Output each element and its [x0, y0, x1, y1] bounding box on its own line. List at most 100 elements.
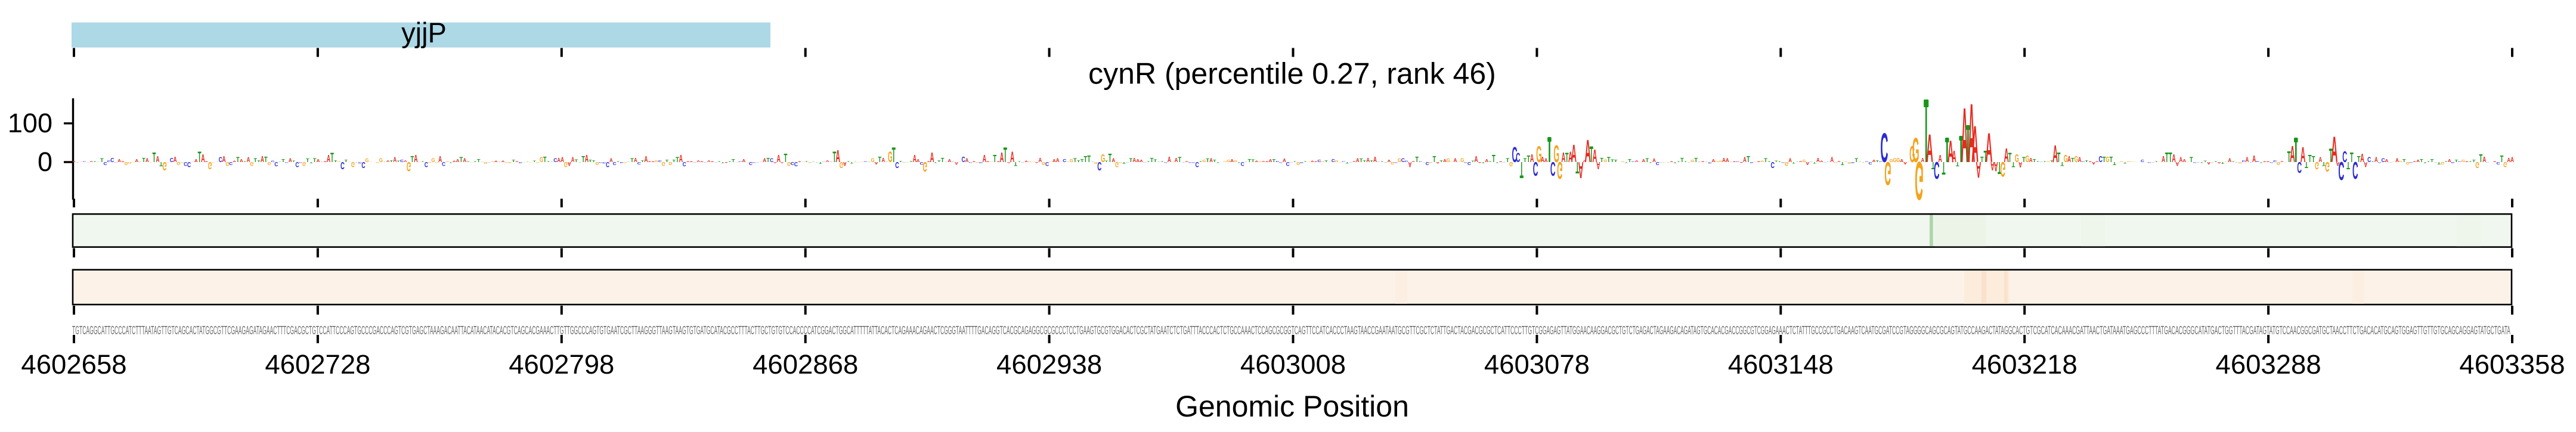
svg-text:4603288: 4603288 [2216, 349, 2321, 380]
svg-text:T: T [383, 161, 386, 162]
svg-text:T: T [941, 157, 945, 164]
svg-text:A: A [2280, 161, 2284, 162]
svg-text:A: A [2182, 158, 2186, 163]
svg-text:T: T [1293, 161, 1297, 162]
svg-text:A: A [1450, 161, 1454, 162]
svg-text:C: C [1241, 161, 1244, 167]
svg-text:T: T [1795, 162, 1799, 163]
svg-text:A: A [135, 158, 138, 163]
svg-text:4602658: 4602658 [21, 349, 126, 380]
svg-text:T: T [1854, 157, 1858, 163]
svg-text:A: A [417, 161, 421, 162]
svg-text:T: T [1004, 144, 1007, 167]
svg-text:A: A [1788, 157, 1792, 163]
svg-text:T: T [1415, 156, 1419, 164]
svg-text:T: T [1154, 159, 1157, 163]
svg-text:G: G [484, 161, 487, 164]
svg-text:4602798: 4602798 [509, 349, 614, 380]
svg-text:T: T [815, 162, 819, 163]
svg-text:C: C [425, 160, 429, 168]
svg-text:TATGTCCAACGGCGATGCTAACCTTCTGAC: TATGTCCAACGGCGATGCTAACCTTCTGACACATGCAGTG… [2267, 324, 2510, 337]
svg-text:A: A [2416, 160, 2420, 163]
svg-text:A: A [1639, 161, 1642, 162]
svg-text:C: C [1656, 161, 1659, 166]
svg-text:A: A [2224, 161, 2228, 162]
svg-text:A: A [97, 161, 100, 162]
svg-text:Genomic Position: Genomic Position [1175, 390, 1409, 423]
svg-text:T: T [1496, 162, 1499, 163]
svg-text:A: A [201, 153, 205, 165]
svg-text:G: G [128, 161, 132, 164]
svg-text:G: G [2462, 160, 2465, 163]
svg-text:G: G [1115, 160, 1119, 167]
svg-text:G: G [1447, 158, 1450, 163]
svg-text:G: G [351, 160, 355, 167]
svg-text:T: T [2469, 161, 2472, 162]
svg-text:C: C [1063, 158, 1066, 163]
svg-text:A: A [1921, 157, 1925, 163]
svg-text:A: A [2465, 161, 2469, 163]
svg-text:C: C [2367, 157, 2371, 164]
svg-text:T: T [498, 161, 501, 162]
svg-text:A: A [2392, 161, 2395, 162]
svg-text:A: A [212, 162, 215, 163]
svg-text:T: T [1694, 157, 1698, 164]
svg-text:A: A [881, 157, 885, 163]
svg-text:T: T [1324, 160, 1328, 163]
svg-text:100: 100 [8, 108, 52, 138]
svg-text:A: A [145, 157, 149, 163]
svg-text:4603008: 4603008 [1240, 349, 1346, 380]
svg-text:A: A [1049, 161, 1052, 162]
svg-text:A: A [1140, 160, 1143, 163]
svg-text:A: A [72, 161, 76, 162]
svg-text:T: T [1150, 157, 1154, 164]
svg-text:C: C [2486, 162, 2490, 163]
svg-text:4603218: 4603218 [1972, 349, 2077, 380]
svg-text:T: T [1147, 161, 1150, 163]
svg-text:A: A [1820, 160, 1823, 163]
svg-text:C: C [749, 161, 753, 166]
svg-text:G: G [208, 160, 212, 171]
svg-text:cynR (percentile 0.27, rank 46: cynR (percentile 0.27, rank 46) [1088, 57, 1496, 91]
svg-text:G: G [1785, 161, 1788, 167]
svg-text:T: T [2214, 161, 2218, 163]
svg-text:A: A [1408, 160, 1412, 168]
svg-text:A: A [2252, 153, 2256, 164]
svg-text:4602938: 4602938 [996, 349, 1102, 380]
svg-text:G: G [1896, 157, 1900, 163]
svg-text:T: T [2259, 162, 2263, 163]
svg-text:T: T [1157, 161, 1160, 162]
svg-text:T: T [142, 157, 145, 164]
svg-text:C: C [1286, 161, 1290, 167]
svg-text:A: A [2228, 157, 2231, 163]
svg-text:TGTCGCATCACAAACGATTAACTGATAAAT: TGTCGCATCACAAACGATTAACTGATAAATGAGCCCTTTA… [2023, 324, 2267, 337]
svg-text:A: A [1373, 156, 1377, 164]
svg-text:T: T [1614, 159, 1618, 163]
svg-text:T: T [477, 158, 481, 163]
svg-text:G: G [595, 161, 599, 166]
svg-text:A: A [801, 162, 805, 163]
svg-text:T: T [543, 156, 547, 164]
svg-text:A: A [393, 157, 397, 164]
svg-text:T: T [819, 161, 822, 164]
svg-text:T: T [76, 162, 79, 163]
svg-text:A: A [742, 158, 745, 163]
svg-text:A: A [2207, 161, 2210, 164]
svg-text:T: T [1091, 161, 1094, 162]
svg-text:A: A [2078, 157, 2082, 164]
svg-text:T: T [1216, 161, 1221, 163]
svg-text:TCCATTCCCAGTGCCCGACCCAGTCGTGAG: TCCATTCCCAGTGCCCGACCCAGTCGTGAGCTAAAGACAA… [316, 324, 560, 337]
svg-text:G: G [1391, 161, 1394, 164]
svg-text:T: T [1178, 156, 1182, 164]
svg-text:A: A [481, 161, 484, 162]
svg-text:C: C [187, 160, 191, 168]
svg-text:TGTCAGGCATTGCCCATCTTTAATAGTTGT: TGTCAGGCATTGCCCATCTTTAATAGTTGTCAGCACTATG… [72, 324, 316, 337]
svg-text:A: A [369, 161, 372, 162]
svg-text:T: T [1600, 157, 1603, 164]
svg-text:T: T [330, 151, 334, 166]
svg-text:A: A [1903, 161, 1907, 164]
svg-text:A: A [1356, 157, 1360, 163]
svg-text:A: A [1544, 157, 1548, 163]
svg-text:A: A [1056, 157, 1060, 163]
svg-text:T: T [138, 161, 142, 162]
